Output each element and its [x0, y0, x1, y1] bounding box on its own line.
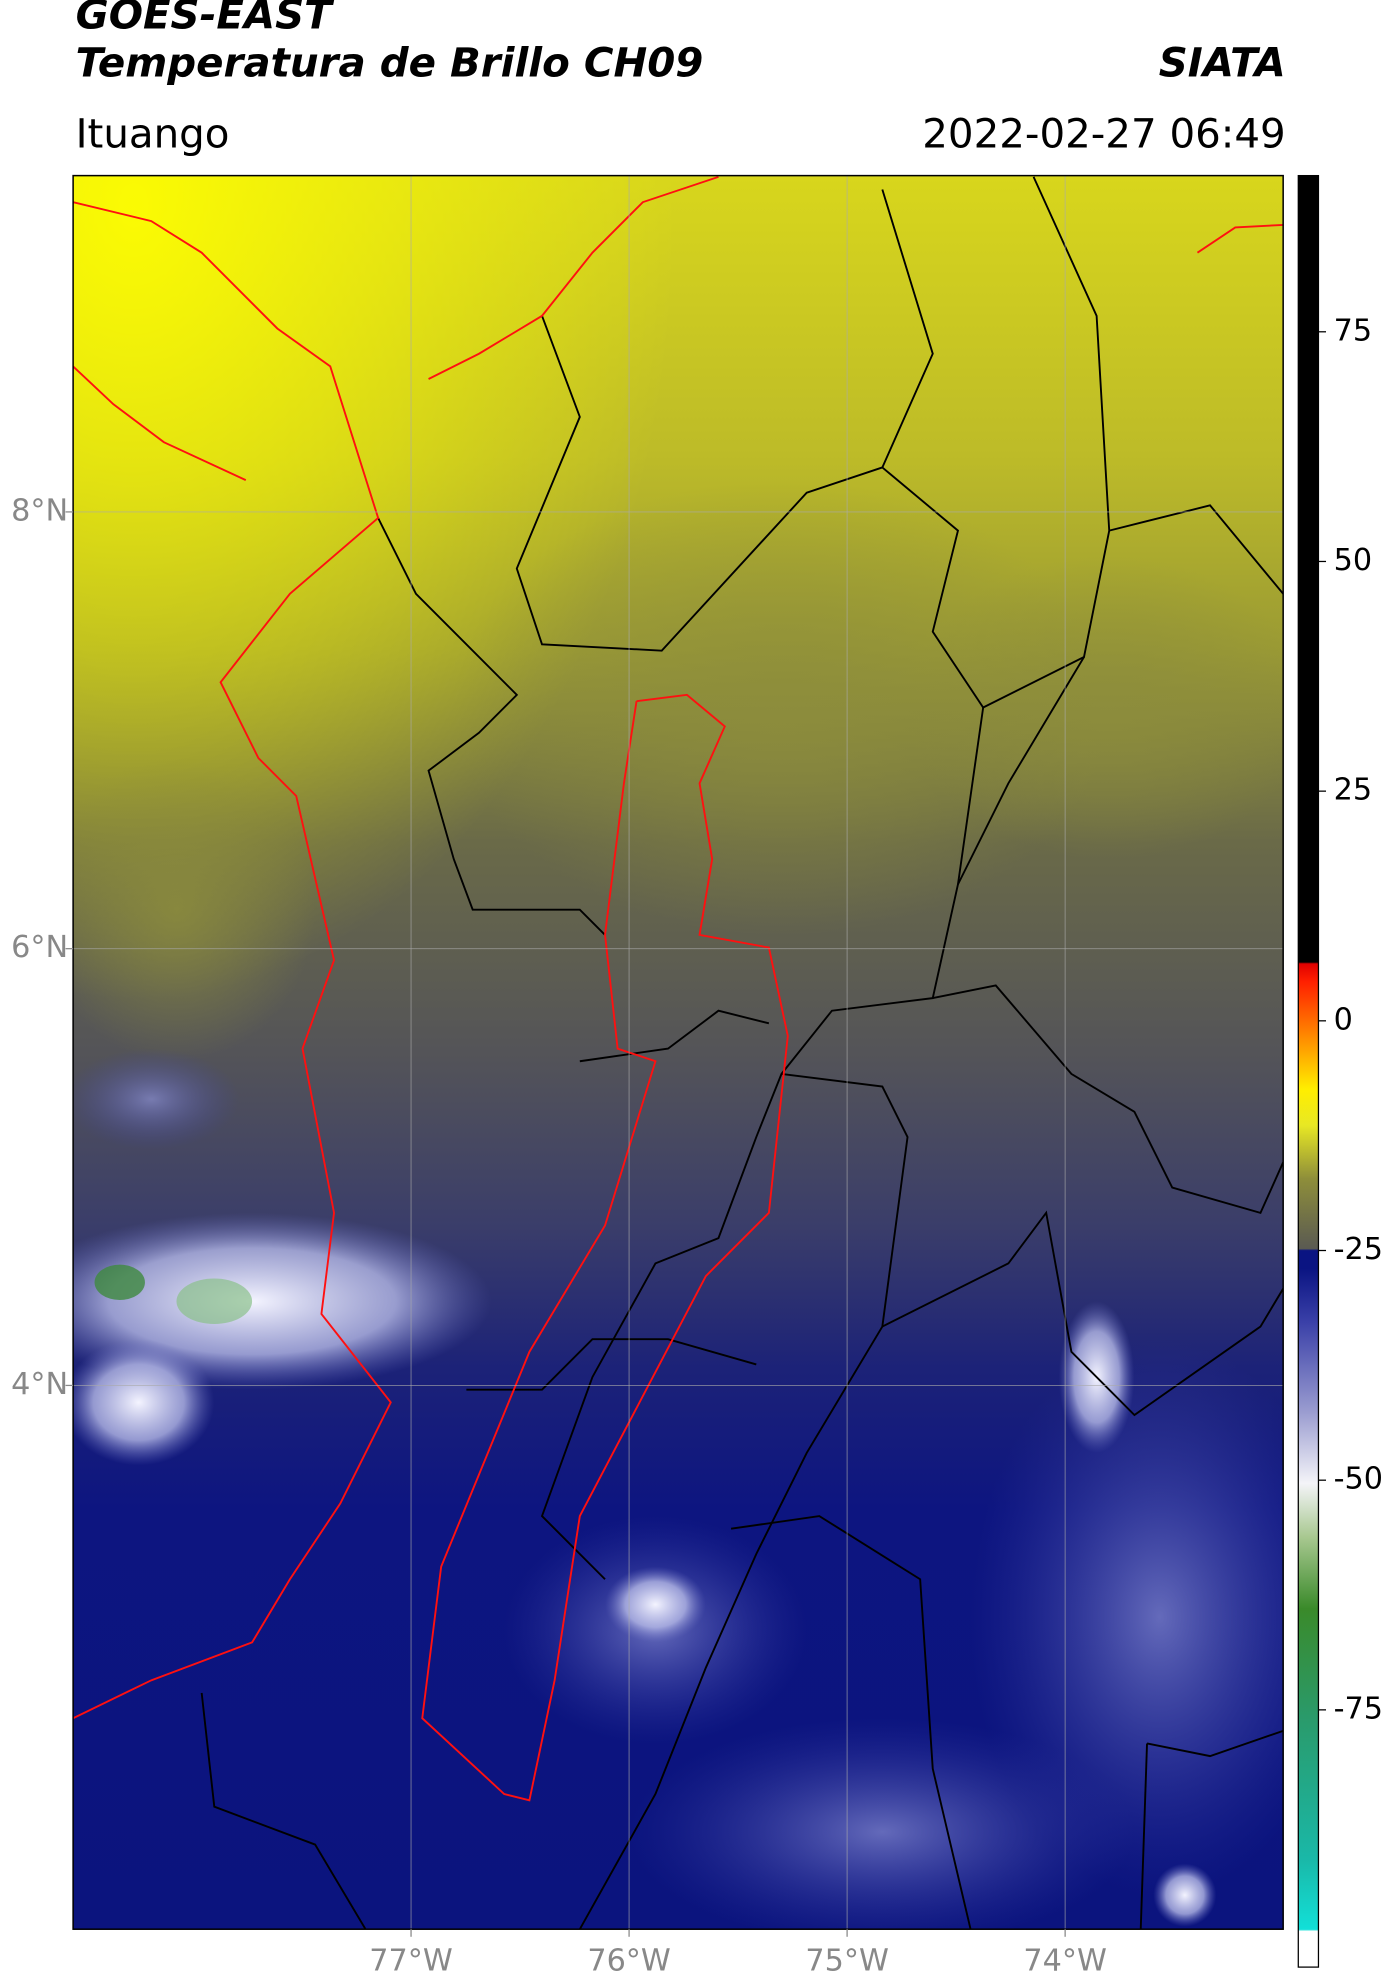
lon-label: 75°W [805, 1944, 888, 1979]
subtitle: Temperatura de Brillo CH09 [76, 40, 704, 87]
region: Ituango [76, 110, 230, 157]
colorbar-label: -50 [1334, 1462, 1383, 1497]
lat-label: 4°N [11, 1367, 68, 1402]
colorbar-label: 25 [1334, 773, 1372, 808]
colorbar-label: 0 [1334, 1002, 1353, 1037]
datetime: 2022-02-27 06:49 [922, 110, 1285, 157]
satellite-image [73, 175, 1284, 1930]
lat-label: 6°N [11, 930, 68, 965]
source: SIATA [1159, 40, 1286, 87]
colorbar [1297, 174, 1320, 1968]
colorbar-label: 50 [1334, 543, 1372, 578]
colorbar-label: -25 [1334, 1232, 1383, 1267]
lat-label: 8°N [11, 493, 68, 528]
lon-label: 74°W [1023, 1944, 1106, 1979]
colorbar-label: 75 [1334, 313, 1372, 348]
map-frame [72, 174, 1284, 1930]
title: GOES-EAST [76, 0, 335, 39]
lon-label: 77°W [369, 1944, 452, 1979]
colorbar-label: -75 [1334, 1691, 1383, 1726]
lon-label: 76°W [587, 1944, 670, 1979]
gridlines [73, 175, 1284, 1930]
